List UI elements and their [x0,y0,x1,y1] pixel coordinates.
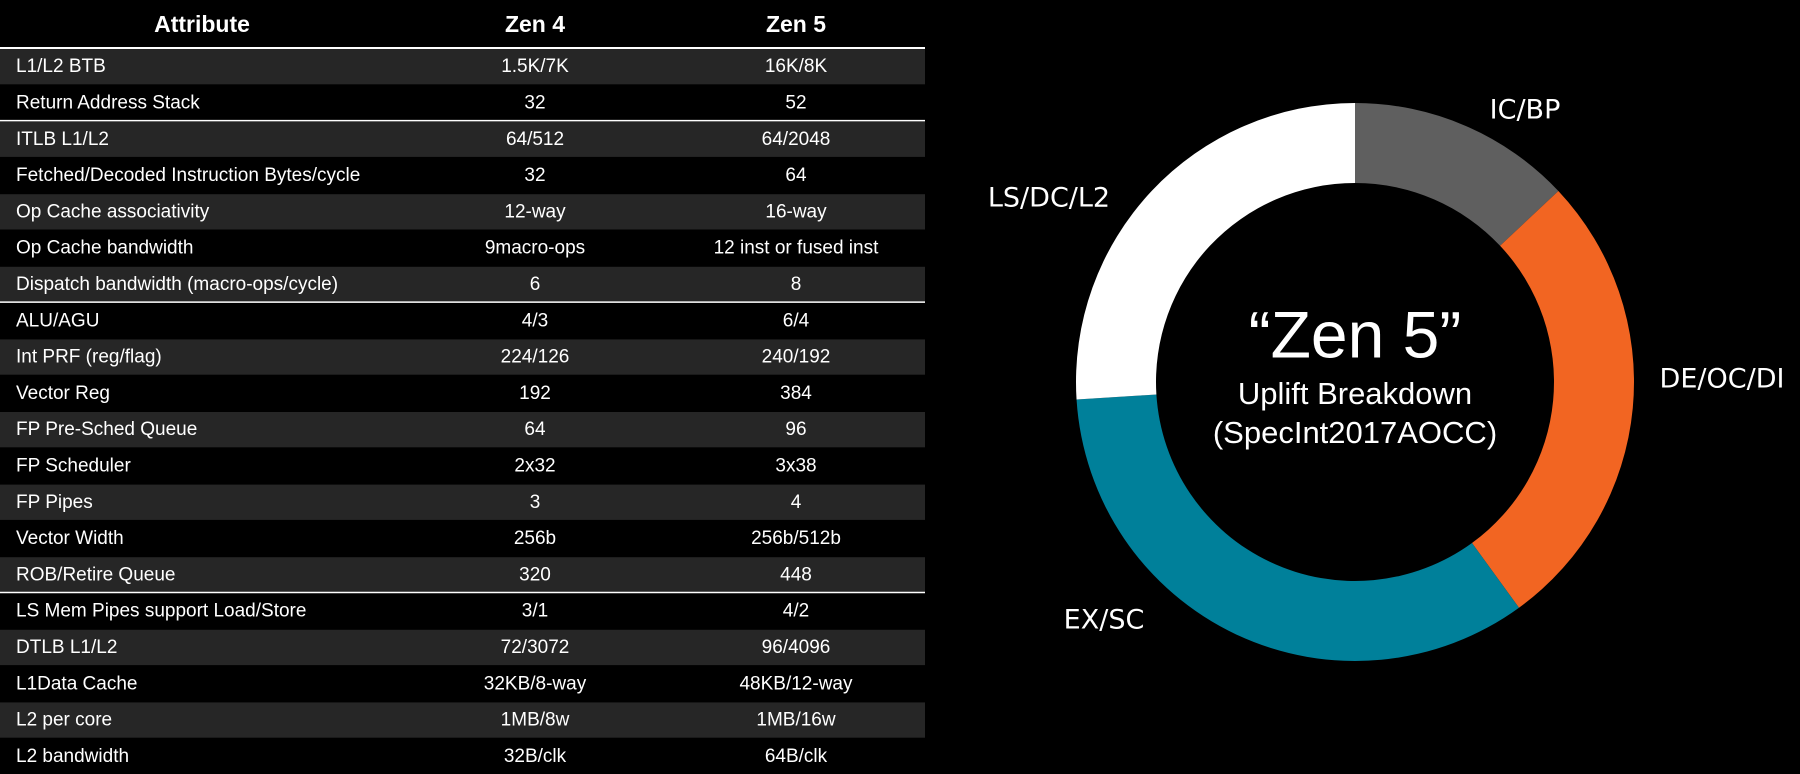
donut-segment [1355,103,1559,246]
table-cell: FP Pre-Sched Queue [16,419,197,440]
table-cell: ROB/Retire Queue [16,564,175,585]
table-cell: 12 inst or fused inst [714,238,879,259]
table-cell: 64/512 [506,129,564,150]
row-band [0,412,925,448]
row-band [0,339,925,375]
table-cell: L1Data Cache [16,673,137,694]
table-cell: 9macro-ops [485,238,585,259]
table-cell: Op Cache bandwidth [16,238,193,259]
segment-label: IC/BP [1490,95,1561,126]
table-cell: 1MB/8w [501,710,570,731]
donut-segment [1471,191,1634,608]
table-cell: 16K/8K [765,56,828,77]
row-band [0,194,925,230]
row-band [0,629,925,666]
table-cell: LS Mem Pipes support Load/Store [16,601,306,622]
table-cell: 4/2 [783,601,809,622]
table-cell: L2 per core [16,710,112,731]
table-cell: 1MB/16w [756,710,835,731]
table-cell: 96 [785,419,806,440]
table-cell: ALU/AGU [16,310,99,331]
table-cell: 256b/512b [751,528,841,549]
table-cell: DTLB L1/L2 [16,637,117,658]
table-cell: 8 [791,274,802,295]
table-cell: L1/L2 BTB [16,56,106,77]
table-cell: 64B/clk [765,746,828,767]
row-band [0,702,925,738]
row-band [0,49,925,85]
donut-segment [1076,103,1355,400]
table-cell: 64 [785,165,807,186]
table-cell: 12-way [504,201,566,222]
donut-chart: IC/BP DE/OC/DI EX/SC LS/DC/L2 “Zen 5” Uplift … [988,95,1785,661]
spec-table: Attribute Zen 4 Zen 5 L1/L2 BTB 1.5K/7K 16K/8… [0,11,925,767]
table-cell: 72/3072 [501,637,570,658]
donut-segment [1076,394,1519,661]
table-cell: Vector Reg [16,383,110,404]
table-cell: 320 [519,564,551,585]
table-cell: 96/4096 [762,637,831,658]
header-cell: Zen 5 [766,11,826,37]
table-cell: 32 [524,92,545,113]
table-cell: 4/3 [522,310,548,331]
row-band [0,484,925,520]
segment-label: DE/OC/DI [1660,364,1785,395]
row-band [0,557,925,593]
table-cell: FP Pipes [16,492,93,513]
table-cell: Int PRF (reg/flag) [16,347,162,368]
segment-label: LS/DC/L2 [988,183,1110,214]
table-cell: Vector Width [16,528,124,549]
header-cell: Attribute [154,11,250,37]
table-cell: 3 [530,492,541,513]
table-cell: 240/192 [762,347,831,368]
segment-label: EX/SC [1064,605,1145,636]
table-cell: ITLB L1/L2 [16,129,109,150]
table-cell: Dispatch bandwidth (macro-ops/cycle) [16,274,338,295]
table-cell: 6/4 [783,310,810,331]
table-cell: 64 [524,419,546,440]
table-cell: 32B/clk [504,746,567,767]
table-cell: 32 [524,165,545,186]
table-cell: 224/126 [501,347,570,368]
table-cell: 384 [780,383,812,404]
table-cell: 6 [530,274,541,295]
table-cell: 256b [514,528,556,549]
row-band [0,266,925,303]
table-cell: 192 [519,383,551,404]
table-cell: 16-way [765,201,827,222]
table-cell: Op Cache associativity [16,201,210,222]
table-cell: 64/2048 [762,129,831,150]
row-band [0,121,925,157]
table-cell: 2x32 [514,455,555,476]
table-cell: 3x38 [775,455,816,476]
center-subtitle: (SpecInt2017AOCC) [1213,415,1497,450]
table-cell: 1.5K/7K [501,56,569,77]
center-subtitle: Uplift Breakdown [1238,376,1472,411]
table-cell: 48KB/12-way [739,673,853,694]
table-cell: 3/1 [522,601,548,622]
table-cell: Fetched/Decoded Instruction Bytes/cycle [16,165,360,186]
table-cell: 4 [791,492,802,513]
table-cell: FP Scheduler [16,455,131,476]
table-cell: L2 bandwidth [16,746,129,767]
table-cell: 448 [780,564,812,585]
header-cell: Zen 4 [505,11,565,37]
center-title: “Zen 5” [1249,297,1462,371]
table-cell: 52 [785,92,806,113]
table-cell: 32KB/8-way [484,673,587,694]
table-cell: Return Address Stack [16,92,200,113]
